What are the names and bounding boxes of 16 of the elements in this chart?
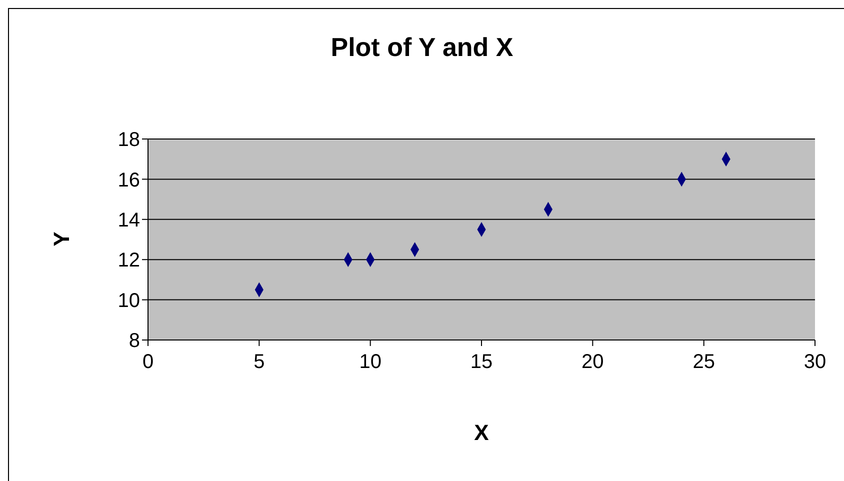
x-tick-label: 10 — [359, 351, 382, 374]
x-tick-label: 15 — [470, 351, 493, 374]
chart-title: Plot of Y and X — [330, 32, 514, 63]
y-tick-label: 8 — [128, 330, 140, 352]
x-axis-title: X — [473, 420, 490, 446]
x-tick-label: 20 — [582, 351, 604, 374]
x-tick-label: 30 — [804, 351, 826, 374]
y-axis-title: Y — [49, 230, 75, 248]
x-tick-label: 0 — [142, 351, 154, 374]
y-tick-label: 14 — [118, 210, 140, 232]
y-tick-label: 18 — [118, 129, 140, 152]
x-tick-label: 5 — [254, 351, 265, 374]
y-tick-label: 16 — [118, 169, 140, 192]
y-tick-label: 10 — [118, 290, 140, 312]
x-tick-label: 25 — [692, 351, 715, 374]
y-tick-label: 12 — [118, 250, 140, 272]
